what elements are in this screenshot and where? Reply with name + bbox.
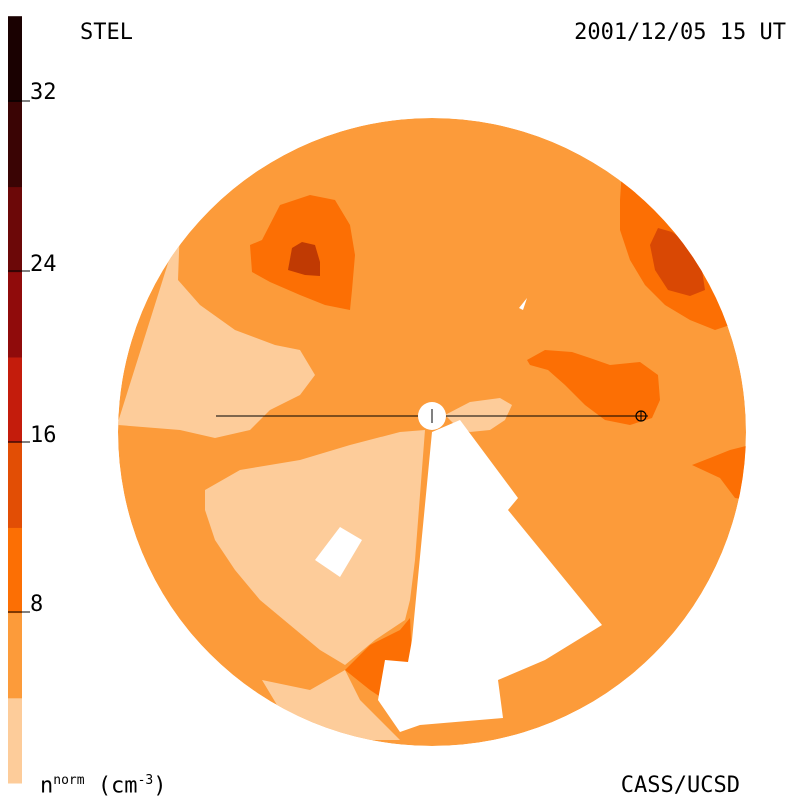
colorbar-segment bbox=[8, 612, 22, 699]
colorbar-segment bbox=[8, 697, 22, 784]
unit-rest: (cm bbox=[97, 773, 138, 798]
credit-label: CASS/UCSD bbox=[620, 773, 740, 798]
high-region-top-right bbox=[650, 228, 705, 296]
colorbar-segment bbox=[8, 16, 22, 102]
instrument-label: STEL bbox=[80, 20, 133, 45]
low-region-lower-left bbox=[205, 430, 425, 665]
colorbar-tick-32: 32 bbox=[30, 80, 57, 105]
colorbar-tick-16: 16 bbox=[30, 423, 57, 448]
colorbar-segment bbox=[8, 527, 22, 614]
data-gap-square bbox=[315, 527, 362, 577]
mid-region-right bbox=[527, 350, 660, 425]
low-region-bottom bbox=[262, 670, 400, 740]
colorbar-segment bbox=[8, 442, 22, 528]
timestamp-label: 2001/12/05 15 UT bbox=[574, 20, 786, 45]
unit-superscript: norm bbox=[53, 772, 85, 788]
data-gap-sliver bbox=[519, 298, 527, 310]
unit-base: n bbox=[40, 773, 54, 798]
high-region-top-left bbox=[288, 242, 320, 276]
colorbar-tick-8: 8 bbox=[30, 592, 44, 617]
unit-close: ) bbox=[153, 773, 167, 798]
colorbar-segment bbox=[8, 101, 22, 188]
colorbar-segment bbox=[8, 271, 22, 358]
colorbar-segment bbox=[8, 357, 22, 443]
data-gap-wedge bbox=[378, 420, 602, 732]
colorbar-tick-24: 24 bbox=[30, 252, 57, 277]
low-region-upper-left bbox=[118, 225, 315, 438]
mid-region-far-right bbox=[692, 445, 746, 500]
unit-exponent: -3 bbox=[137, 772, 154, 788]
colorbar-segment bbox=[8, 186, 22, 273]
unit-label: nnorm (cm-3) bbox=[40, 773, 166, 798]
